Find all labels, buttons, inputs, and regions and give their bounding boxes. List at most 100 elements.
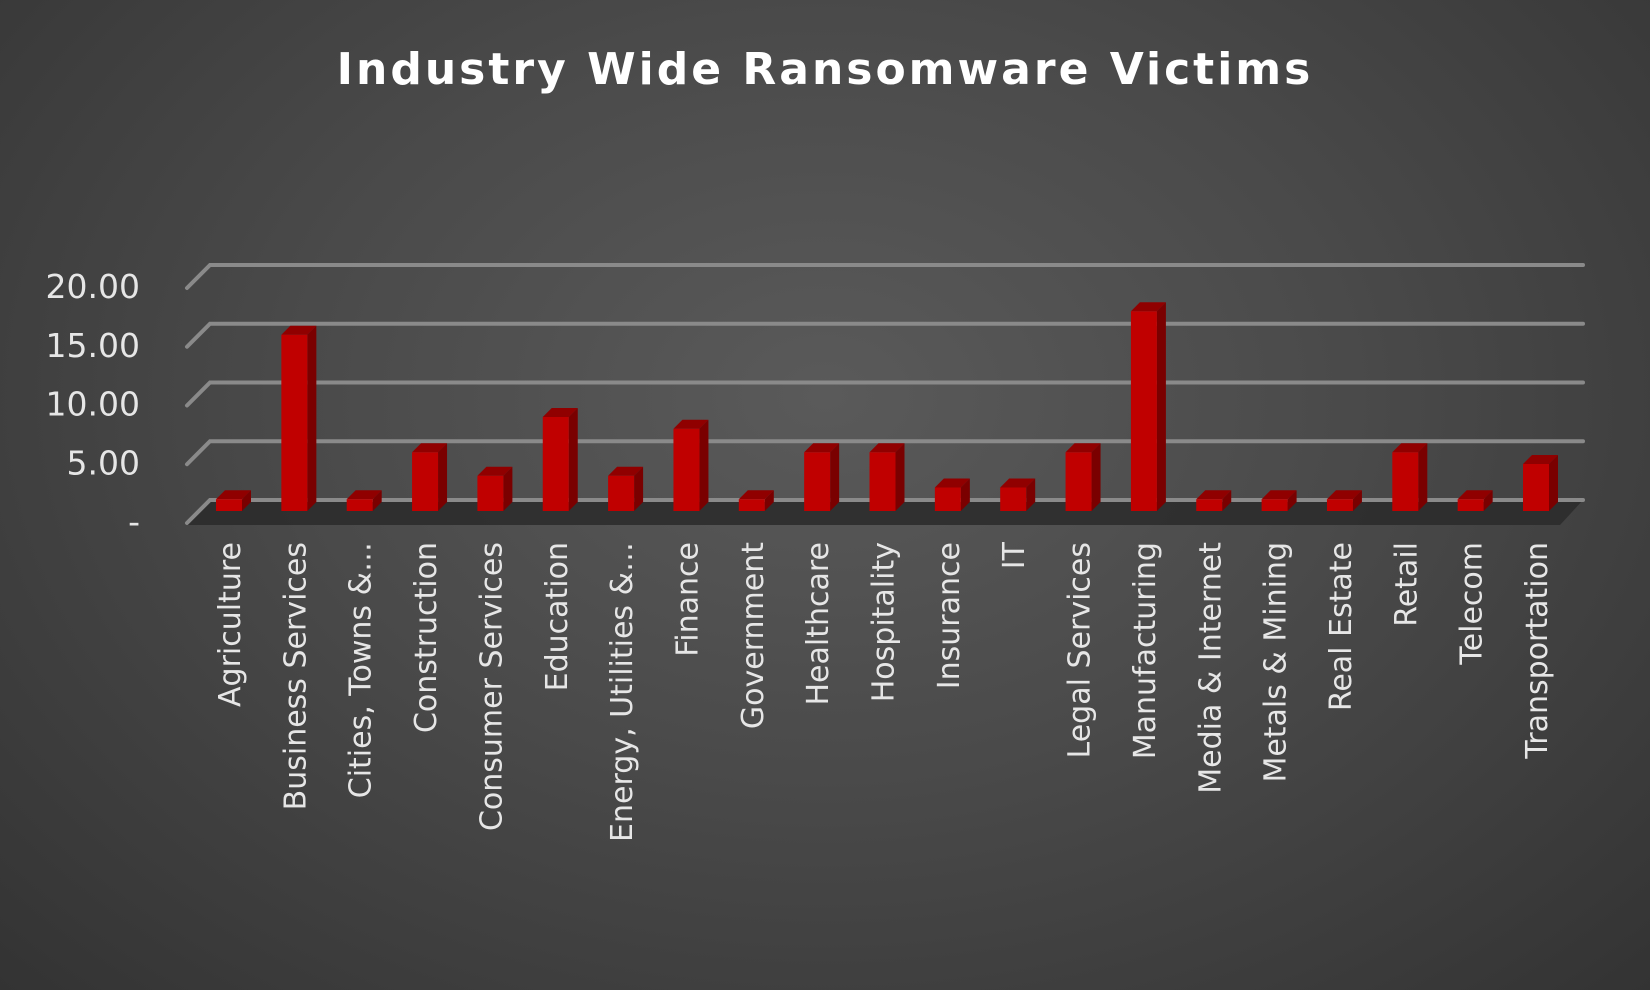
bar-side xyxy=(1418,443,1428,511)
bar-front xyxy=(1065,452,1092,511)
x-tick-label: Media & Internet xyxy=(1193,542,1228,794)
bar-top xyxy=(216,490,251,500)
bar-top xyxy=(1457,490,1493,500)
bar xyxy=(412,443,448,511)
bar-front xyxy=(804,452,831,511)
bar-front xyxy=(542,417,569,511)
x-tick-label: Manufacturing xyxy=(1128,542,1163,759)
y-tick-label: 20.00 xyxy=(46,267,140,306)
bar xyxy=(1457,490,1493,511)
bar xyxy=(346,490,382,511)
x-tick-label: Construction xyxy=(409,542,444,733)
bar xyxy=(1196,490,1232,511)
bars xyxy=(216,302,1558,511)
bar-front xyxy=(1196,499,1223,511)
bar-side xyxy=(438,443,448,511)
x-tick-label: Consumer Services xyxy=(474,542,509,831)
bar-top xyxy=(281,325,317,335)
bar-top xyxy=(542,408,578,417)
bar xyxy=(1326,490,1362,511)
bar-top xyxy=(1196,490,1232,500)
bar-top xyxy=(738,490,774,500)
bar-front xyxy=(934,487,961,511)
chart-title: Industry Wide Ransomware Victims xyxy=(337,44,1314,95)
bar-side xyxy=(307,325,317,511)
gridline xyxy=(185,380,1585,408)
bar-side xyxy=(1483,490,1493,511)
bar-front xyxy=(216,499,242,511)
bar-front xyxy=(1261,499,1288,511)
bar-front xyxy=(412,452,439,511)
x-tick-label: IT xyxy=(997,541,1032,569)
bar xyxy=(1392,443,1428,511)
x-tick-label: Retail xyxy=(1389,542,1424,627)
bar-top xyxy=(1065,443,1101,453)
bar-front xyxy=(281,334,308,511)
gridlines xyxy=(185,263,1585,525)
y-tick-label: - xyxy=(128,502,140,541)
x-tick-label: Business Services xyxy=(278,542,313,810)
bar-top xyxy=(1326,490,1362,500)
bar-side xyxy=(1026,478,1036,511)
bar-side xyxy=(568,408,578,511)
x-tick-label: Metals & Mining xyxy=(1259,542,1294,783)
bar-top xyxy=(1523,455,1558,464)
bar xyxy=(804,443,840,511)
bar-side xyxy=(1156,302,1166,511)
bar xyxy=(477,466,513,511)
x-tick-label: Finance xyxy=(670,542,705,657)
bar xyxy=(542,408,578,511)
bar-top xyxy=(412,443,448,453)
bar xyxy=(1065,443,1101,511)
bar-top xyxy=(1130,302,1166,312)
bar xyxy=(281,325,317,511)
gridline xyxy=(185,263,1585,290)
bar-front xyxy=(477,475,504,511)
bar-side xyxy=(960,478,970,511)
bar xyxy=(1523,455,1558,511)
bar xyxy=(1000,478,1036,511)
bar-top xyxy=(608,466,644,476)
gridline xyxy=(185,321,1585,349)
x-tick-label: Hospitality xyxy=(867,542,902,702)
bar-top xyxy=(1392,443,1428,453)
chart-floor xyxy=(187,500,1583,525)
bar xyxy=(1261,490,1297,511)
x-axis: Agriculture Business Services Cities, Town… xyxy=(213,541,1555,842)
bar-side xyxy=(1222,490,1232,511)
bar xyxy=(934,478,970,511)
x-tick-label: Legal Services xyxy=(1063,542,1098,758)
bar-front xyxy=(1000,487,1027,511)
bar-side xyxy=(699,419,709,511)
bar-side xyxy=(634,466,644,511)
bar-side xyxy=(1091,443,1101,511)
bar-top xyxy=(869,443,905,453)
bar xyxy=(738,490,774,511)
x-tick-label: Healthcare xyxy=(801,542,836,706)
bar xyxy=(1130,302,1166,511)
x-tick-label: Telecom xyxy=(1455,542,1490,666)
gridline xyxy=(185,439,1585,467)
y-tick-label: 15.00 xyxy=(46,326,140,365)
bar-side xyxy=(1549,455,1558,511)
gridline xyxy=(185,498,1585,525)
bar-side xyxy=(1352,490,1362,511)
bar-front xyxy=(738,499,765,511)
bar-side xyxy=(242,490,251,511)
bar-top xyxy=(477,466,513,476)
bar-front xyxy=(346,499,373,511)
x-tick-label: Transportation xyxy=(1520,542,1555,760)
bar-front xyxy=(1457,499,1484,511)
bar-top xyxy=(673,419,709,429)
bar-side xyxy=(1287,490,1297,511)
y-axis: - 5.00 10.00 15.00 20.00 xyxy=(46,267,140,541)
x-tick-label: Energy, Utilities &… xyxy=(605,542,640,842)
bar-front xyxy=(869,452,896,511)
bar-side xyxy=(372,490,382,511)
y-tick-label: 10.00 xyxy=(46,385,140,424)
bar-front xyxy=(1130,311,1157,511)
bar-side xyxy=(895,443,905,511)
bar-front xyxy=(608,475,635,511)
bar-top xyxy=(1261,490,1297,500)
bar-front xyxy=(673,428,700,511)
